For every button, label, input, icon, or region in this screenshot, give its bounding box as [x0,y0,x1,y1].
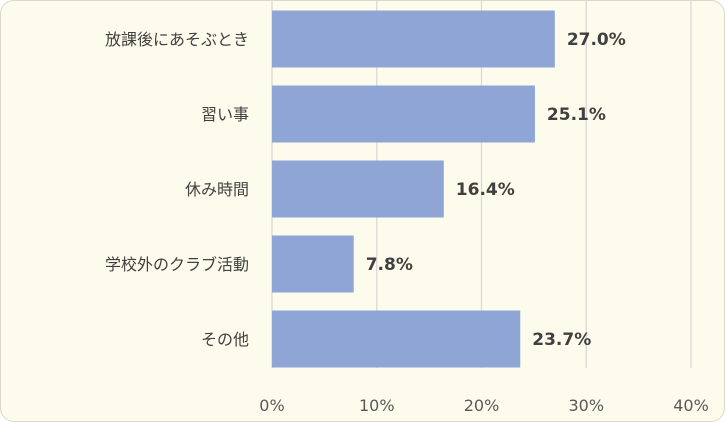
bar [272,310,521,368]
data-label: 23.7% [532,330,591,350]
x-tick-label: 10% [359,396,395,415]
bar [272,85,535,143]
category-label: その他 [201,330,249,349]
category-label: 放課後にあそぶとき [105,30,249,49]
x-tick-label: 0% [259,396,284,415]
x-tick-label: 20% [464,396,500,415]
category-label: 学校外のクラブ活動 [105,255,249,274]
bar [272,235,354,293]
bar [272,10,555,68]
x-tick-label: 40% [673,396,709,415]
data-label: 7.8% [366,255,413,275]
bar [272,160,444,218]
category-label: 習い事 [201,105,249,124]
data-label: 16.4% [456,180,515,200]
x-tick-label: 30% [568,396,604,415]
data-label: 25.1% [547,105,606,125]
category-label: 休み時間 [185,180,249,199]
data-label: 27.0% [567,30,626,50]
